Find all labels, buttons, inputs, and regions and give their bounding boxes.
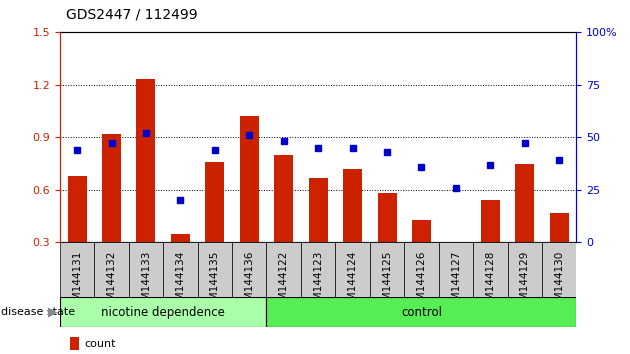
Text: GSM144127: GSM144127 <box>451 251 461 314</box>
Bar <box>171 234 190 242</box>
Bar <box>60 297 266 327</box>
Bar <box>473 242 508 297</box>
Text: nicotine dependence: nicotine dependence <box>101 306 225 319</box>
Bar <box>412 220 431 242</box>
Text: GSM144128: GSM144128 <box>485 251 495 314</box>
Text: GSM144131: GSM144131 <box>72 251 82 314</box>
Bar <box>205 162 224 242</box>
Text: GSM144129: GSM144129 <box>520 251 530 314</box>
Bar <box>198 242 232 297</box>
Text: GSM144132: GSM144132 <box>106 251 117 314</box>
Bar <box>266 297 576 327</box>
Text: GDS2447 / 112499: GDS2447 / 112499 <box>66 7 198 21</box>
Bar <box>60 242 94 297</box>
Text: count: count <box>84 339 116 349</box>
Text: GSM144133: GSM144133 <box>141 251 151 314</box>
Bar <box>240 116 259 242</box>
Text: GSM144124: GSM144124 <box>348 251 358 314</box>
Bar <box>404 242 438 297</box>
Bar <box>129 242 163 297</box>
Text: GSM144126: GSM144126 <box>416 251 427 314</box>
Bar <box>481 200 500 242</box>
Text: GSM144130: GSM144130 <box>554 251 564 314</box>
Bar <box>508 242 542 297</box>
Bar <box>550 213 569 242</box>
Bar <box>232 242 266 297</box>
Bar <box>70 337 79 350</box>
Bar <box>137 79 156 242</box>
Text: GSM144134: GSM144134 <box>175 251 185 314</box>
Bar <box>542 242 576 297</box>
Bar <box>301 242 335 297</box>
Bar <box>377 193 396 242</box>
Bar <box>343 169 362 242</box>
Text: GSM144136: GSM144136 <box>244 251 255 314</box>
Bar <box>515 164 534 242</box>
Bar <box>335 242 370 297</box>
Text: GSM144122: GSM144122 <box>278 251 289 314</box>
Text: GSM144123: GSM144123 <box>313 251 323 314</box>
Bar <box>438 242 473 297</box>
Bar <box>370 242 404 297</box>
Text: ▶: ▶ <box>47 306 57 319</box>
Bar <box>274 155 293 242</box>
Bar <box>447 242 466 278</box>
Bar <box>67 176 86 242</box>
Text: GSM144125: GSM144125 <box>382 251 392 314</box>
Text: disease state: disease state <box>1 307 75 318</box>
Bar <box>309 178 328 242</box>
Bar <box>266 242 301 297</box>
Text: control: control <box>401 306 442 319</box>
Bar <box>163 242 198 297</box>
Bar <box>94 242 129 297</box>
Bar <box>102 134 121 242</box>
Text: GSM144135: GSM144135 <box>210 251 220 314</box>
